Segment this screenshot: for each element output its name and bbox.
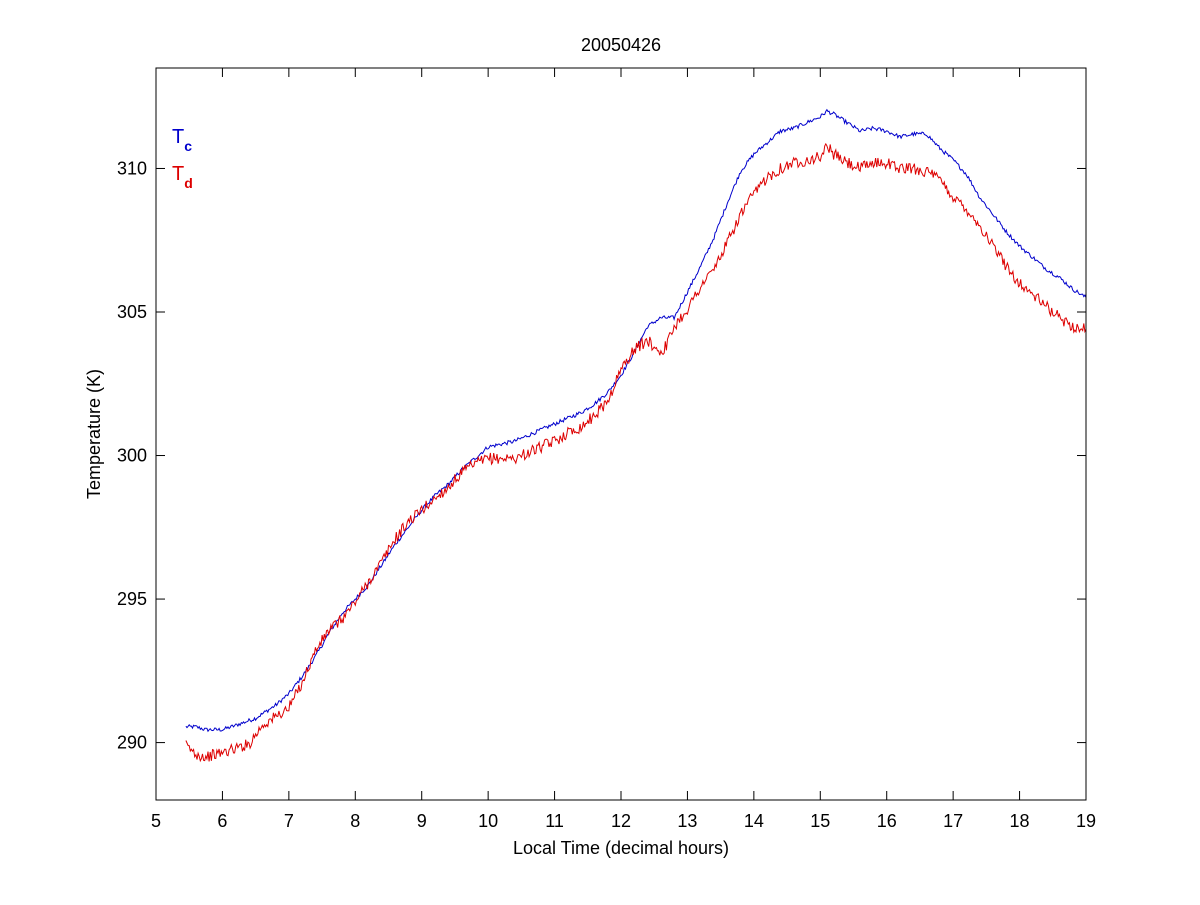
x-tick-label: 6 [217,811,227,831]
y-axis-label: Temperature (K) [84,369,104,499]
series-line-td [185,142,1087,763]
y-tick-label: 295 [117,589,147,609]
legend-entry-td: Td [172,163,193,191]
y-tick-label: 300 [117,446,147,466]
x-tick-label: 18 [1010,811,1030,831]
y-tick-label: 290 [117,733,147,753]
x-tick-label: 13 [677,811,697,831]
x-tick-label: 5 [151,811,161,831]
legend-entry-tc: Tc [172,126,192,154]
legend-entry-tc-sub: c [184,138,192,154]
series-layer [185,108,1087,763]
y-axis: 290 295 300 305 310 [117,158,1086,753]
legend: Tc Td [172,126,193,191]
legend-entry-td-sub: d [184,175,193,191]
x-tick-label: 9 [417,811,427,831]
x-axis-label: Local Time (decimal hours) [513,838,729,858]
x-tick-label: 17 [943,811,963,831]
x-tick-label: 14 [744,811,764,831]
y-tick-label: 310 [117,158,147,178]
x-tick-label: 8 [350,811,360,831]
x-tick-label: 16 [877,811,897,831]
x-tick-label: 10 [478,811,498,831]
y-tick-label: 305 [117,302,147,322]
x-tick-label: 19 [1076,811,1096,831]
x-tick-label: 11 [545,811,564,831]
x-tick-label: 15 [810,811,830,831]
legend-entry-tc-base: T [172,126,184,148]
plot-area [156,68,1086,800]
x-tick-label: 7 [284,811,294,831]
x-tick-label: 12 [611,811,631,831]
chart-title: 20050426 [581,35,661,55]
x-axis: 5 6 7 8 9 10 11 12 13 14 15 16 17 18 19 [151,68,1096,831]
legend-entry-td-base: T [172,163,184,185]
